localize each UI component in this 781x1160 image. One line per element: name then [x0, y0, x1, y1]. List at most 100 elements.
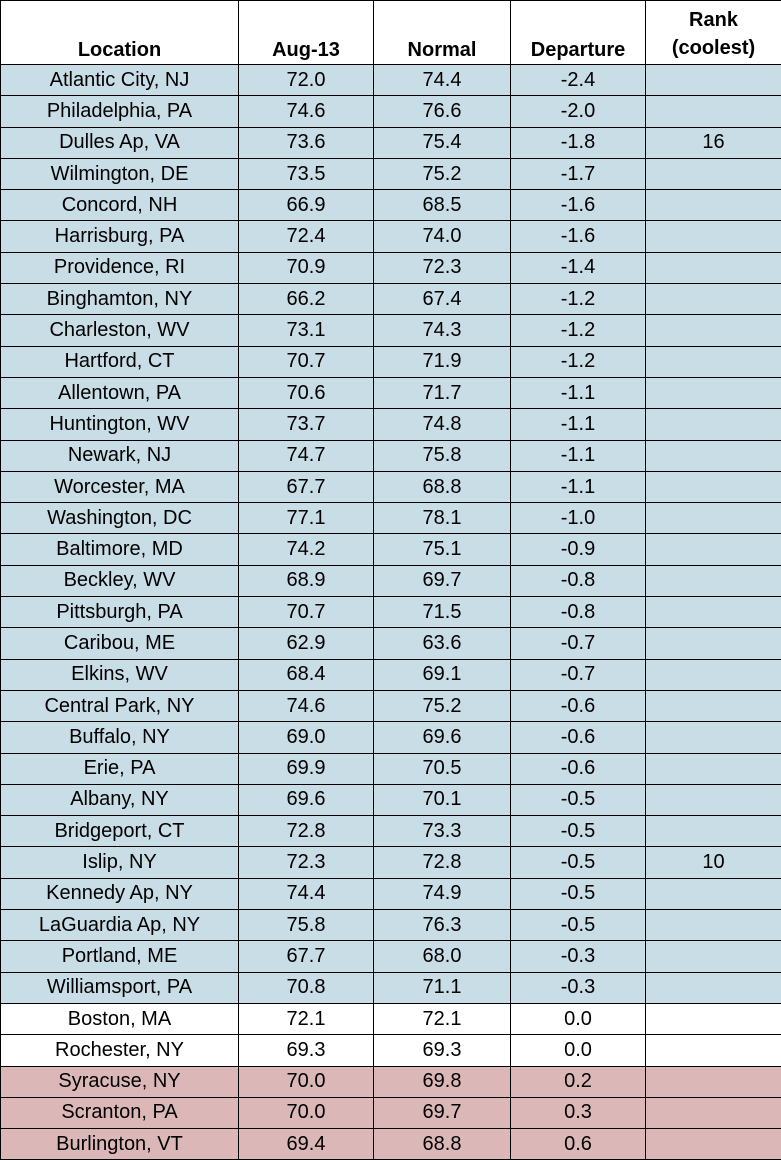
normal-cell: 78.1	[374, 503, 511, 534]
date-cell: 73.1	[239, 315, 374, 346]
rank-cell	[646, 1003, 781, 1034]
location-cell: Portland, ME	[1, 941, 239, 972]
normal-cell: 68.8	[374, 471, 511, 502]
location-cell: Burlington, VT	[1, 1129, 239, 1160]
rank-cell	[646, 1035, 781, 1066]
rank-cell	[646, 503, 781, 534]
normal-cell: 74.9	[374, 878, 511, 909]
date-cell: 72.1	[239, 1003, 374, 1034]
rank-cell	[646, 878, 781, 909]
normal-cell: 75.1	[374, 534, 511, 565]
rank-cell	[646, 315, 781, 346]
departure-cell: -0.5	[511, 784, 646, 815]
departure-cell: 0.0	[511, 1003, 646, 1034]
date-cell: 70.0	[239, 1097, 374, 1128]
rank-cell	[646, 1097, 781, 1128]
departure-cell: -0.9	[511, 534, 646, 565]
departure-cell: -2.4	[511, 65, 646, 96]
header-cell: Normal	[374, 1, 511, 65]
date-cell: 70.7	[239, 346, 374, 377]
location-cell: Buffalo, NY	[1, 722, 239, 753]
location-cell: Baltimore, MD	[1, 534, 239, 565]
date-cell: 70.0	[239, 1066, 374, 1097]
date-cell: 74.6	[239, 690, 374, 721]
location-cell: Huntington, WV	[1, 409, 239, 440]
date-cell: 73.6	[239, 127, 374, 158]
rank-cell	[646, 753, 781, 784]
normal-cell: 71.9	[374, 346, 511, 377]
normal-cell: 67.4	[374, 284, 511, 315]
rank-cell	[646, 534, 781, 565]
location-cell: Charleston, WV	[1, 315, 239, 346]
departure-cell: -0.5	[511, 910, 646, 941]
departure-cell: -1.7	[511, 158, 646, 189]
normal-cell: 76.3	[374, 910, 511, 941]
normal-cell: 74.0	[374, 221, 511, 252]
normal-cell: 71.1	[374, 972, 511, 1003]
departure-cell: 0.3	[511, 1097, 646, 1128]
date-cell: 70.7	[239, 597, 374, 628]
normal-cell: 72.3	[374, 252, 511, 283]
rank-cell: 16	[646, 127, 781, 158]
header-cell: Rank (coolest)	[646, 1, 781, 65]
rank-cell	[646, 346, 781, 377]
normal-cell: 76.6	[374, 96, 511, 127]
location-cell: Allentown, PA	[1, 377, 239, 408]
location-cell: Worcester, MA	[1, 471, 239, 502]
normal-cell: 75.4	[374, 127, 511, 158]
location-cell: Providence, RI	[1, 252, 239, 283]
date-cell: 74.7	[239, 440, 374, 471]
rank-cell	[646, 597, 781, 628]
rank-cell	[646, 941, 781, 972]
departure-cell: -0.6	[511, 722, 646, 753]
departure-cell: 0.6	[511, 1129, 646, 1160]
date-cell: 70.8	[239, 972, 374, 1003]
location-cell: Newark, NJ	[1, 440, 239, 471]
normal-cell: 75.2	[374, 158, 511, 189]
departure-cell: -1.1	[511, 409, 646, 440]
date-cell: 72.3	[239, 847, 374, 878]
rank-cell	[646, 816, 781, 847]
normal-cell: 69.7	[374, 565, 511, 596]
departure-cell: -0.3	[511, 972, 646, 1003]
date-cell: 72.0	[239, 65, 374, 96]
normal-cell: 74.8	[374, 409, 511, 440]
header-cell: Aug-13	[239, 1, 374, 65]
location-cell: Islip, NY	[1, 847, 239, 878]
normal-cell: 70.5	[374, 753, 511, 784]
rank-cell	[646, 190, 781, 221]
header-cell: Departure	[511, 1, 646, 65]
normal-cell: 68.8	[374, 1129, 511, 1160]
rank-cell	[646, 284, 781, 315]
location-cell: Boston, MA	[1, 1003, 239, 1034]
location-cell: Caribou, ME	[1, 628, 239, 659]
date-cell: 69.6	[239, 784, 374, 815]
rank-cell	[646, 1066, 781, 1097]
rank-cell: 10	[646, 847, 781, 878]
date-cell: 69.4	[239, 1129, 374, 1160]
location-cell: Scranton, PA	[1, 1097, 239, 1128]
departure-cell: -1.4	[511, 252, 646, 283]
date-cell: 66.2	[239, 284, 374, 315]
